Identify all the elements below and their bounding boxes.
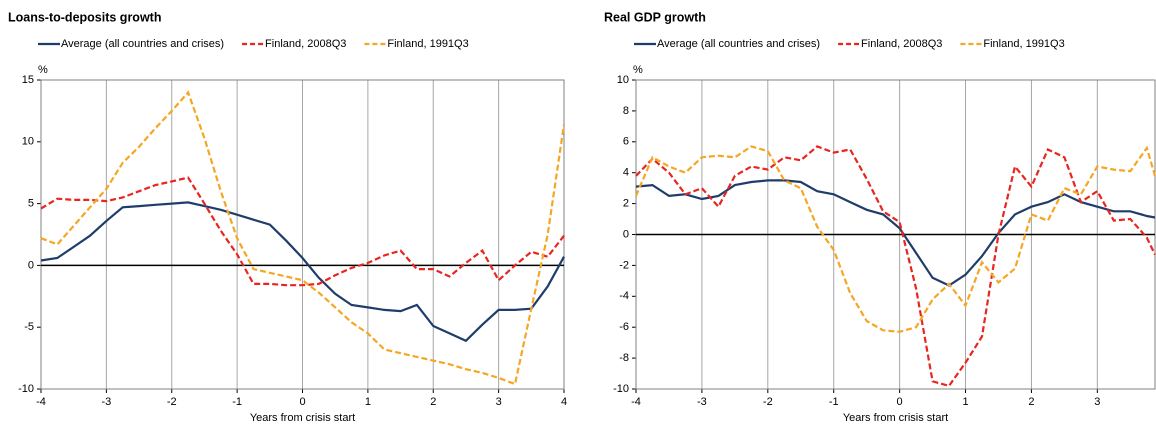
x-axis-label: Years from crisis start [843, 412, 948, 424]
y-tick-label: 0 [623, 228, 629, 240]
legend-label: Finland, 1991Q3 [387, 38, 468, 50]
legend-label: Average (all countries and crises) [61, 38, 224, 50]
series-line [40, 176, 565, 287]
x-axis-label: Years from crisis start [250, 412, 355, 424]
legend-label: Average (all countries and crises) [657, 38, 820, 50]
x-tick-label: 0 [299, 396, 305, 408]
series-line [635, 179, 1156, 287]
y-tick-label: 10 [617, 74, 629, 86]
series-line [635, 145, 1156, 388]
series-line [40, 201, 565, 343]
y-tick-label: -6 [619, 321, 629, 333]
series-line [634, 145, 1156, 333]
x-tick-label: -3 [697, 396, 707, 408]
x-tick-label: -1 [232, 396, 242, 408]
y-tick-label: -2 [619, 259, 629, 271]
x-tick-label: 1 [365, 396, 371, 408]
x-tick-label: -2 [763, 396, 773, 408]
y-tick-label: 10 [22, 136, 34, 148]
y-tick-label: -8 [619, 352, 629, 364]
x-tick-label: -4 [631, 396, 641, 408]
x-tick-label: -2 [167, 396, 177, 408]
y-unit: % [38, 64, 48, 76]
y-tick-label: 0 [28, 259, 34, 271]
y-tick-label: 2 [623, 198, 629, 210]
chart-title: Loans-to-deposits growth [8, 10, 161, 24]
y-unit: % [633, 64, 643, 76]
x-tick-label: -4 [36, 396, 46, 408]
x-tick-label: 1 [962, 396, 968, 408]
x-tick-label: 2 [1028, 396, 1034, 408]
series-line [40, 90, 566, 386]
y-tick-label: 15 [22, 74, 34, 86]
y-tick-label: 6 [623, 136, 629, 148]
y-tick-label: -4 [619, 290, 629, 302]
y-tick-label: 4 [623, 167, 629, 179]
x-tick-label: 4 [561, 396, 567, 408]
plot-frame [40, 79, 565, 390]
legend-label: Finland, 2008Q3 [265, 38, 346, 50]
x-tick-label: 3 [1094, 396, 1100, 408]
x-tick-label: -1 [829, 396, 839, 408]
legend-label: Finland, 2008Q3 [861, 38, 942, 50]
x-tick-label: 3 [496, 396, 502, 408]
y-tick-label: -10 [613, 383, 629, 395]
y-tick-label: -10 [18, 383, 34, 395]
y-tick-label: -5 [24, 321, 34, 333]
y-tick-label: 5 [28, 198, 34, 210]
x-tick-label: -3 [101, 396, 111, 408]
x-tick-label: 0 [897, 396, 903, 408]
x-tick-label: 2 [430, 396, 436, 408]
y-tick-label: 8 [623, 105, 629, 117]
chart-title: Real GDP growth [604, 10, 706, 24]
legend-label: Finland, 1991Q3 [983, 38, 1064, 50]
